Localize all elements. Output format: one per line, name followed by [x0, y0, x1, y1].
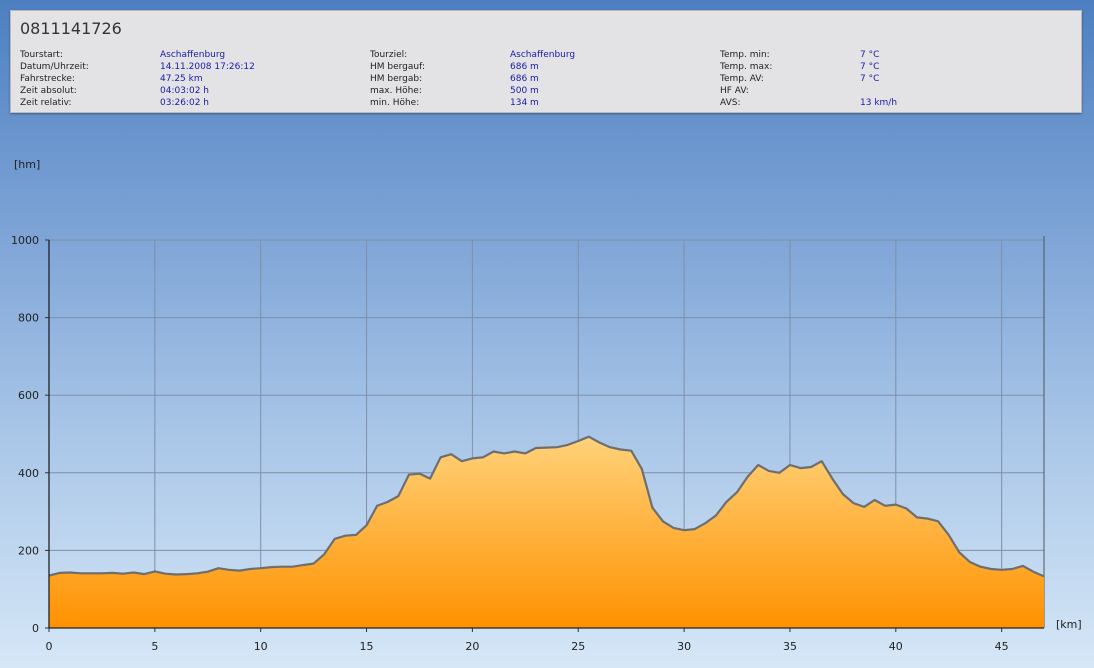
tour-info-panel: 0811141726 Tourstart: Datum/Uhrzeit: Fah… — [10, 10, 1082, 113]
info-value-temp-min: 7 °C — [860, 50, 880, 60]
info-value-hm-bergab: 686 m — [510, 74, 539, 84]
x-tick-label: 40 — [889, 640, 903, 653]
tour-title: 0811141726 — [20, 19, 122, 38]
y-tick-label: 400 — [18, 467, 39, 480]
chart-axes: 0 200 400 600 800 1000 0 5 10 15 20 25 30 35 40 45 — [11, 234, 1044, 653]
x-tick-label: 25 — [571, 640, 585, 653]
info-value-max-hoehe: 500 m — [510, 86, 539, 96]
info-values-2: Aschaffenburg 686 m 686 m 500 m 134 m — [510, 49, 575, 109]
info-label-temp-max: Temp. max: — [720, 62, 773, 72]
x-tick-label: 30 — [677, 640, 691, 653]
x-axis-label: [km] — [1056, 618, 1082, 631]
info-value-temp-av: 7 °C — [860, 74, 880, 84]
info-label-zeit-absolut: Zeit absolut: — [20, 86, 77, 96]
x-tick-label: 0 — [46, 640, 53, 653]
info-label-temp-min: Temp. min: — [720, 50, 770, 60]
info-value-zeit-relativ: 03:26:02 h — [160, 98, 209, 108]
y-tick-label: 0 — [32, 622, 39, 635]
info-column-2: Tourziel: HM bergauf: HM bergab: max. Hö… — [370, 49, 425, 109]
y-tick-label: 200 — [18, 544, 39, 557]
info-label-max-hoehe: max. Höhe: — [370, 86, 422, 96]
y-axis-label: [hm] — [14, 158, 40, 171]
info-label-avs: AVS: — [720, 98, 741, 108]
info-value-datum: 14.11.2008 17:26:12 — [160, 62, 255, 72]
info-label-temp-av: Temp. AV: — [720, 74, 764, 84]
info-label-tourstart: Tourstart: — [20, 50, 63, 60]
elevation-series — [48, 435, 1045, 628]
x-tick-label: 45 — [995, 640, 1009, 653]
info-label-datum: Datum/Uhrzeit: — [20, 62, 89, 72]
info-values-1: Aschaffenburg 14.11.2008 17:26:12 47.25 … — [160, 49, 255, 109]
info-value-hm-bergauf: 686 m — [510, 62, 539, 72]
info-value-zeit-absolut: 04:03:02 h — [160, 86, 209, 96]
info-label-fahrstrecke: Fahrstrecke: — [20, 74, 75, 84]
info-column-3: Temp. min: Temp. max: Temp. AV: HF AV: A… — [720, 49, 772, 109]
info-value-tourstart: Aschaffenburg — [160, 50, 226, 60]
info-column-1: Tourstart: Datum/Uhrzeit: Fahrstrecke: Z… — [20, 49, 89, 109]
x-tick-label: 35 — [783, 640, 797, 653]
x-tick-label: 5 — [151, 640, 158, 653]
info-value-fahrstrecke: 47.25 km — [160, 74, 203, 84]
info-value-temp-max: 7 °C — [860, 62, 880, 72]
info-label-hm-bergab: HM bergab: — [370, 74, 423, 84]
y-tick-label: 1000 — [11, 234, 39, 247]
x-tick-label: 15 — [360, 640, 374, 653]
y-tick-label: 800 — [18, 312, 39, 325]
info-values-3: 7 °C 7 °C 7 °C 13 km/h — [860, 49, 897, 109]
info-value-min-hoehe: 134 m — [510, 98, 539, 108]
info-label-tourziel: Tourziel: — [370, 50, 408, 60]
x-tick-label: 10 — [254, 640, 268, 653]
info-label-zeit-relativ: Zeit relativ: — [20, 98, 72, 108]
info-label-hm-bergauf: HM bergauf: — [370, 62, 425, 72]
info-label-hf-av: HF AV: — [720, 86, 749, 96]
info-label-min-hoehe: min. Höhe: — [370, 98, 420, 108]
info-value-avs: 13 km/h — [860, 98, 898, 108]
elevation-line — [48, 435, 1045, 578]
y-tick-label: 600 — [18, 389, 39, 402]
x-tick-label: 20 — [465, 640, 479, 653]
elevation-area — [49, 436, 1044, 628]
info-value-tourziel: Aschaffenburg — [510, 50, 576, 60]
